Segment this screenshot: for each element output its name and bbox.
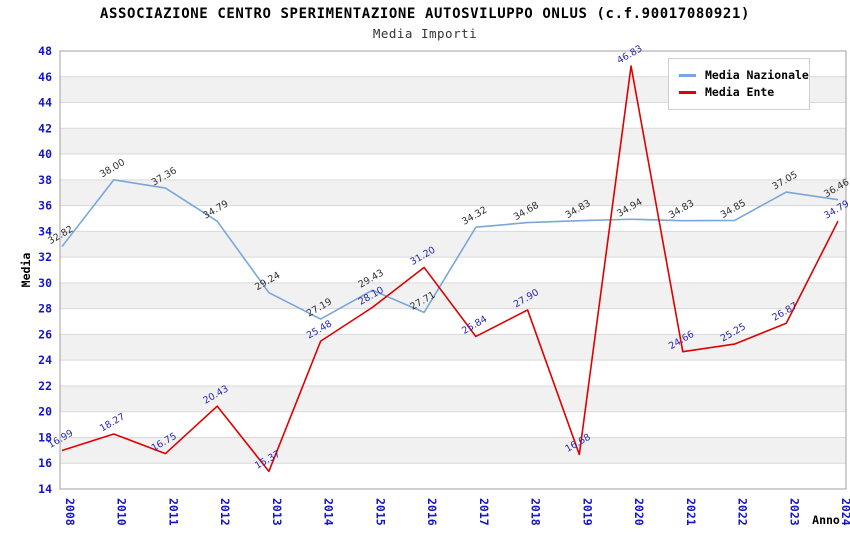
legend-label: Media Ente <box>705 85 775 99</box>
y-tick-label: 32 <box>38 250 52 264</box>
y-tick-label: 34 <box>38 224 52 238</box>
plot-band <box>60 128 846 155</box>
chart-legend: Media Nazionale Media Ente <box>668 58 810 110</box>
x-tick-label: 2016 <box>425 498 439 526</box>
series-line-media-nazionale <box>61 179 839 320</box>
y-tick-label: 48 <box>38 44 52 58</box>
y-tick-label: 22 <box>38 379 52 393</box>
y-tick-label: 30 <box>38 276 52 290</box>
y-tick-label: 38 <box>38 173 52 187</box>
x-tick-label: 2021 <box>684 498 698 526</box>
y-tick-label: 40 <box>38 147 52 161</box>
x-tick-label: 2011 <box>166 498 180 526</box>
y-tick-label: 24 <box>38 353 52 367</box>
x-tick-label: 2013 <box>270 498 284 526</box>
plot-band <box>60 282 846 309</box>
x-tick-label: 2018 <box>529 498 543 526</box>
y-tick-label: 20 <box>38 405 52 419</box>
plot-band <box>60 437 846 464</box>
y-tick-label: 14 <box>38 482 52 496</box>
legend-item: Media Ente <box>679 85 799 99</box>
x-tick-label: 2020 <box>632 498 646 526</box>
y-tick-label: 16 <box>38 456 52 470</box>
x-tick-label: 2012 <box>218 498 232 526</box>
plot-band <box>60 231 846 258</box>
data-point-label: 34.32 <box>460 205 489 228</box>
series-line-media-ente <box>61 65 839 473</box>
x-tick-label: 2015 <box>373 498 387 526</box>
chart-subtitle: Media Importi <box>372 26 478 41</box>
legend-line-swatch <box>679 90 696 94</box>
x-tick-label: 2014 <box>322 498 336 526</box>
data-point-label: 46.83 <box>615 43 644 66</box>
x-tick-label: 2022 <box>736 498 750 526</box>
x-tick-label: 2019 <box>580 498 594 526</box>
y-tick-label: 28 <box>38 302 52 316</box>
y-tick-label: 44 <box>38 96 52 110</box>
plot-band <box>60 179 846 206</box>
y-tick-label: 26 <box>38 327 52 341</box>
legend-label: Media Nazionale <box>705 68 809 82</box>
y-tick-label: 46 <box>38 70 52 84</box>
x-tick-label: 2017 <box>477 498 491 526</box>
x-tick-label: 2024 <box>839 498 850 526</box>
data-point-label: 25.84 <box>460 314 489 337</box>
plot-border <box>59 50 847 490</box>
chart-title: ASSOCIAZIONE CENTRO SPERIMENTAZIONE AUTO… <box>99 6 751 22</box>
x-axis-title: Anno <box>812 513 840 527</box>
y-axis-title: Media <box>19 253 33 288</box>
x-tick-label: 2010 <box>115 498 129 526</box>
legend-line-swatch <box>679 73 696 77</box>
plot-band <box>60 385 846 412</box>
legend-item: Media Nazionale <box>679 68 809 82</box>
x-tick-label: 2023 <box>787 498 801 526</box>
y-tick-label: 42 <box>38 121 52 135</box>
y-tick-label: 18 <box>38 430 52 444</box>
y-tick-label: 36 <box>38 199 52 213</box>
data-point-label: 38.00 <box>98 157 127 180</box>
x-tick-label: 2008 <box>63 498 77 526</box>
data-point-label: 18.27 <box>98 411 127 434</box>
